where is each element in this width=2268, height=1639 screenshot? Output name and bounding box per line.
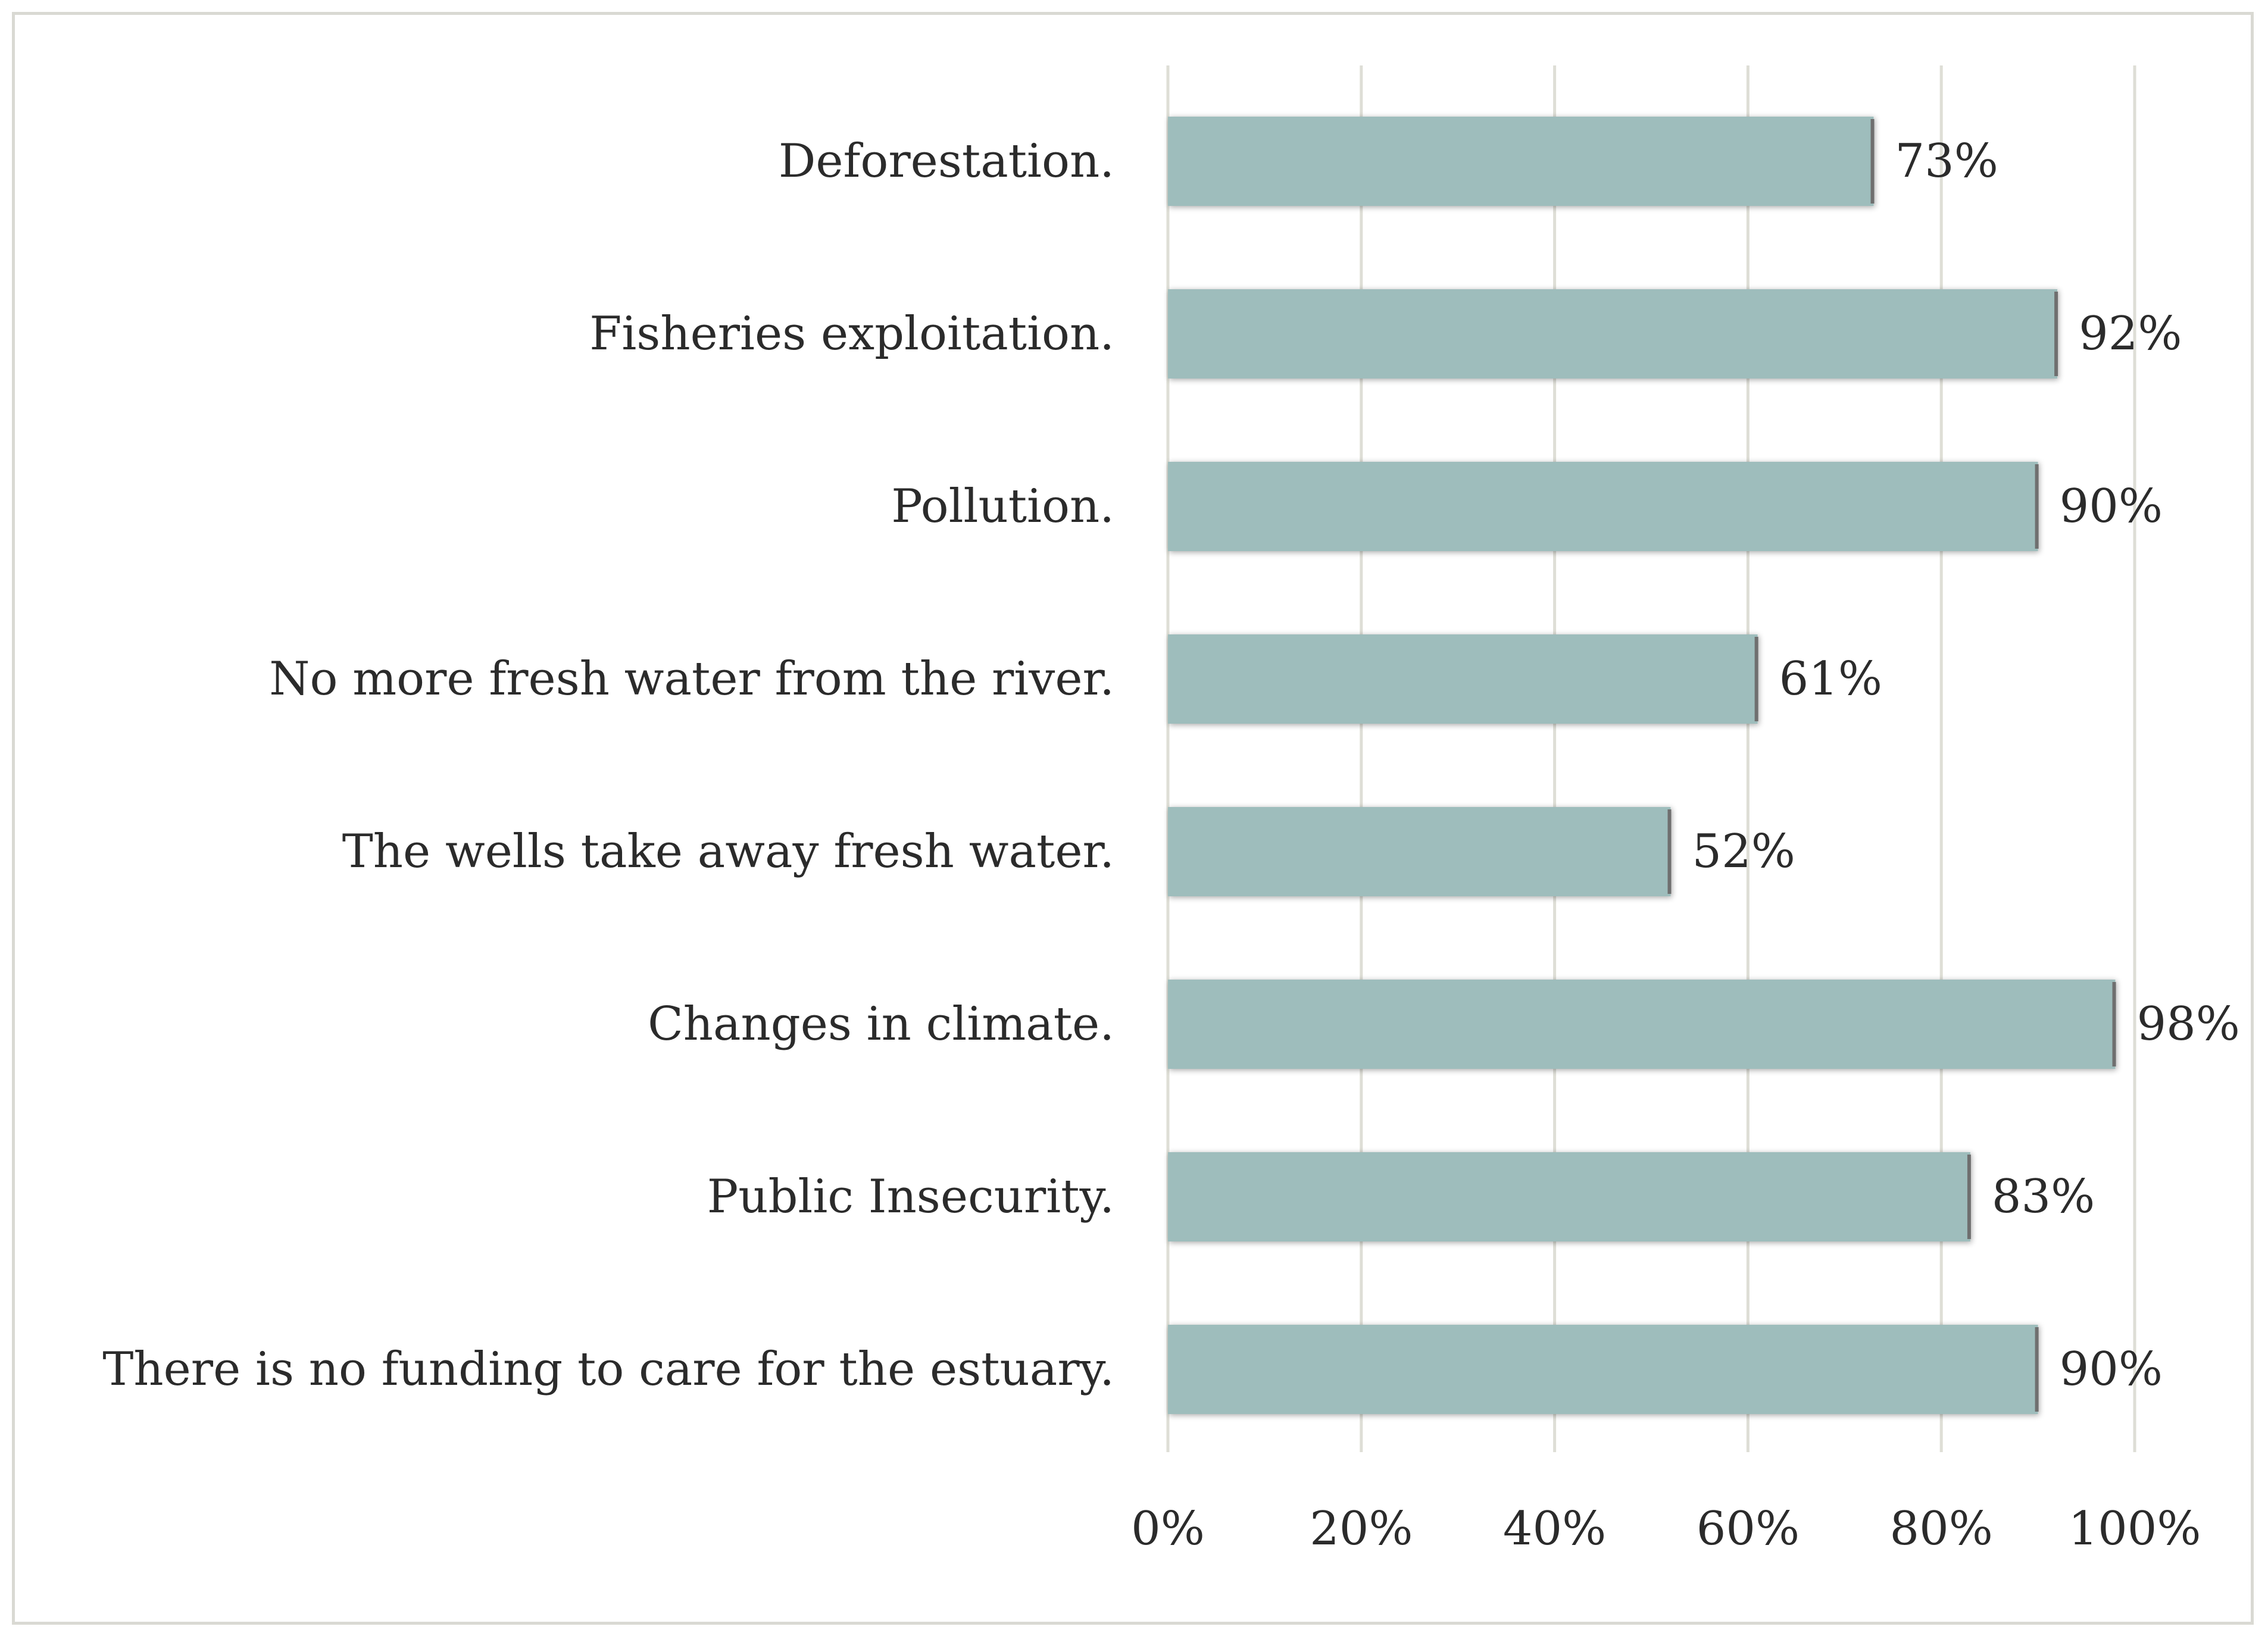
category-label: Deforestation. <box>779 135 1114 188</box>
category-label: Fisheries exploitation. <box>589 307 1114 361</box>
data-label: 90% <box>2060 480 2163 533</box>
bar <box>1168 289 2058 379</box>
bar <box>1168 462 2038 551</box>
bars <box>1168 117 2116 1414</box>
bar <box>1168 1325 2038 1414</box>
x-tick-label: 0% <box>1131 1502 1205 1556</box>
category-label: Pollution. <box>891 480 1114 533</box>
x-tick-label: 40% <box>1503 1502 1606 1556</box>
gridlines <box>1166 65 2136 1452</box>
data-label: 83% <box>1992 1170 2095 1224</box>
category-label: There is no funding to care for the estu… <box>102 1343 1114 1396</box>
data-label: 98% <box>2137 997 2240 1051</box>
data-label: 52% <box>1692 825 1795 878</box>
category-label: Changes in climate. <box>648 997 1114 1051</box>
data-label: 90% <box>2060 1343 2163 1396</box>
labels: 0% 20% 40% 60% 80% 100% Deforestation. 73% Fishe… <box>102 135 2240 1556</box>
data-label: 92% <box>2079 307 2182 361</box>
bar <box>1168 634 1758 724</box>
category-label: Public Insecurity. <box>707 1170 1114 1224</box>
data-label: 73% <box>1895 135 1998 188</box>
bar <box>1168 117 1874 206</box>
x-tick-label: 100% <box>2069 1502 2201 1556</box>
data-label: 61% <box>1779 652 1882 706</box>
x-tick-label: 80% <box>1890 1502 1993 1556</box>
bar <box>1168 980 2116 1069</box>
category-label: No more fresh water from the river. <box>269 652 1114 706</box>
category-label: The wells take away fresh water. <box>342 825 1114 878</box>
x-tick-label: 20% <box>1310 1502 1413 1556</box>
x-tick-label: 60% <box>1697 1502 1800 1556</box>
bar <box>1168 807 1671 896</box>
bar <box>1168 1152 1970 1241</box>
